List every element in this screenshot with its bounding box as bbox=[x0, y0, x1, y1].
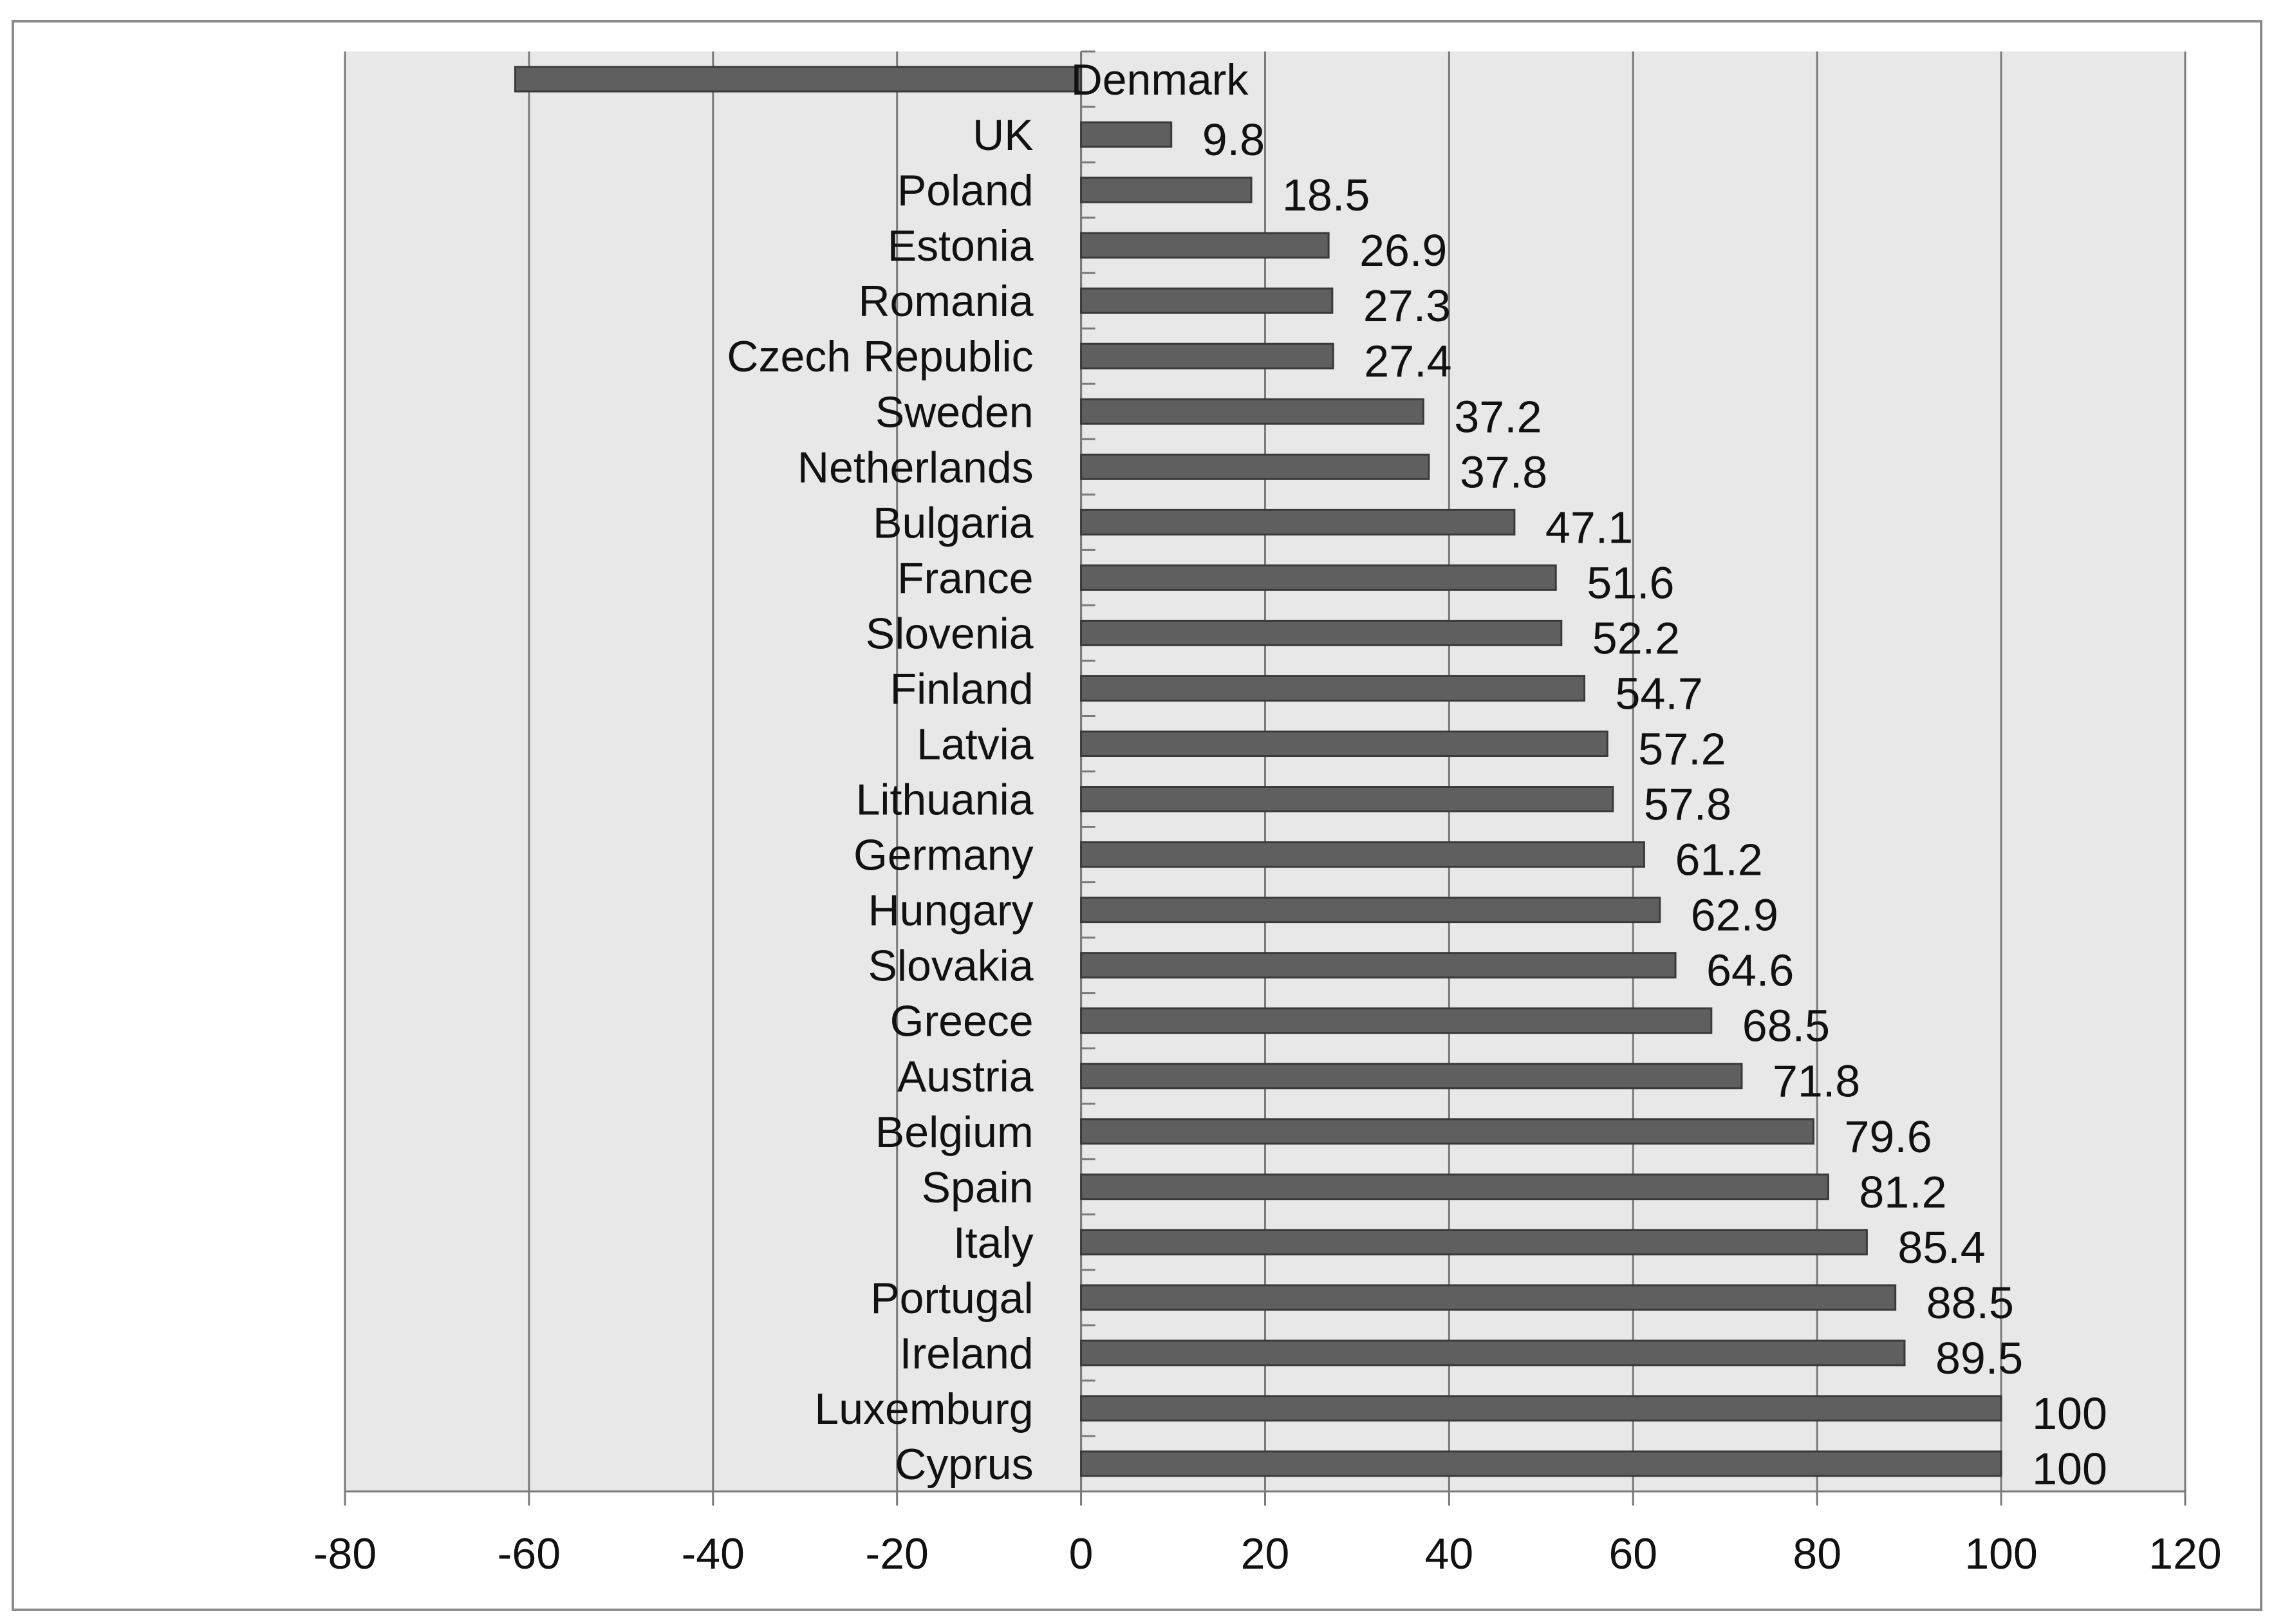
x-tick-label: 20 bbox=[1241, 1529, 1290, 1578]
category-label: Slovakia bbox=[868, 942, 1034, 991]
data-label: 54.7 bbox=[1616, 668, 1703, 718]
bar-uk bbox=[1080, 121, 1173, 148]
bar-romania bbox=[1080, 287, 1334, 314]
data-label: 89.5 bbox=[1935, 1333, 2023, 1383]
bar-estonia bbox=[1080, 232, 1330, 259]
bar-slovenia bbox=[1080, 619, 1563, 646]
data-label: 100 bbox=[2032, 1388, 2107, 1439]
category-label: Sweden bbox=[875, 387, 1034, 436]
category-label: Ireland bbox=[900, 1329, 1034, 1378]
bar-bulgaria bbox=[1080, 509, 1516, 536]
data-label: 57.8 bbox=[1644, 779, 1731, 830]
data-label: 81.2 bbox=[1859, 1167, 1946, 1217]
x-tick-label: 60 bbox=[1608, 1529, 1657, 1578]
data-label: 37.8 bbox=[1460, 447, 1547, 497]
data-label: 27.3 bbox=[1363, 281, 1451, 331]
bar-latvia bbox=[1080, 730, 1608, 757]
data-label: 100 bbox=[2032, 1444, 2107, 1494]
data-label: 64.6 bbox=[1706, 946, 1794, 996]
x-tick-label: -60 bbox=[498, 1529, 561, 1578]
data-label: 26.9 bbox=[1359, 225, 1447, 275]
category-label: Hungary bbox=[868, 886, 1034, 935]
category-label: Czech Republic bbox=[727, 332, 1033, 381]
category-label: Romania bbox=[858, 277, 1033, 326]
bar-poland bbox=[1080, 176, 1253, 203]
category-label: France bbox=[897, 554, 1034, 602]
x-tick-label: -80 bbox=[313, 1529, 377, 1578]
x-tick-label: 120 bbox=[2148, 1529, 2221, 1578]
category-label: Spain bbox=[922, 1163, 1034, 1212]
bar-austria bbox=[1080, 1063, 1743, 1090]
category-label: Poland bbox=[897, 166, 1034, 215]
value-labels: 9.818.526.927.327.437.237.847.151.652.25… bbox=[1202, 115, 2107, 1494]
bar-netherlands bbox=[1080, 453, 1430, 480]
category-label: Germany bbox=[853, 831, 1034, 880]
category-label: Belgium bbox=[875, 1108, 1034, 1157]
category-labels: Denmark UK Poland Estonia Romania Czech Repub… bbox=[727, 55, 1249, 1489]
data-label: 68.5 bbox=[1742, 1001, 1830, 1051]
bar-france bbox=[1080, 564, 1557, 591]
bar-portugal bbox=[1080, 1284, 1897, 1311]
category-label: Luxemburg bbox=[814, 1385, 1033, 1433]
data-label: 27.4 bbox=[1364, 336, 1451, 386]
bar-finland bbox=[1080, 675, 1586, 702]
bar-lithuania bbox=[1080, 786, 1614, 813]
bar-sweden bbox=[1080, 398, 1424, 425]
bar-spain bbox=[1080, 1173, 1829, 1200]
data-label: 57.2 bbox=[1638, 723, 1726, 774]
bar-luxemburg bbox=[1080, 1395, 2002, 1422]
x-tick-labels: -80 -60 -40 -20 0 20 40 60 80 100 120 bbox=[313, 1529, 2222, 1578]
data-label: 37.2 bbox=[1454, 391, 1542, 442]
data-label: 85.4 bbox=[1897, 1222, 1985, 1273]
x-tick-label: 0 bbox=[1069, 1529, 1094, 1578]
bar-germany bbox=[1080, 841, 1645, 868]
data-label: 47.1 bbox=[1545, 502, 1633, 552]
data-label: 52.2 bbox=[1592, 613, 1680, 663]
category-label: Estonia bbox=[888, 221, 1034, 270]
x-tick-label: 40 bbox=[1425, 1529, 1474, 1578]
data-label: 18.5 bbox=[1282, 170, 1370, 220]
bar-belgium bbox=[1080, 1118, 1814, 1145]
bar-slovakia bbox=[1080, 952, 1677, 979]
data-label: 62.9 bbox=[1691, 890, 1778, 940]
category-label: Portugal bbox=[870, 1274, 1033, 1323]
category-label: Italy bbox=[953, 1218, 1034, 1267]
category-label: Cyprus bbox=[895, 1440, 1033, 1489]
bar-denmark bbox=[514, 66, 1083, 93]
category-label: Austria bbox=[897, 1052, 1034, 1101]
category-label: Denmark bbox=[1071, 55, 1249, 104]
x-tick-label: -40 bbox=[682, 1529, 745, 1578]
category-label: Latvia bbox=[917, 720, 1034, 769]
data-label: 88.5 bbox=[1926, 1278, 2014, 1328]
bar-greece bbox=[1080, 1007, 1713, 1034]
bar-hungary bbox=[1080, 897, 1661, 924]
category-label: UK bbox=[973, 111, 1033, 160]
category-label: Lithuania bbox=[856, 776, 1034, 825]
category-label: Finland bbox=[890, 664, 1034, 713]
data-label: 71.8 bbox=[1773, 1056, 1860, 1106]
bar-italy bbox=[1080, 1229, 1868, 1256]
x-tick-label: -20 bbox=[866, 1529, 929, 1578]
x-tick-label: 80 bbox=[1793, 1529, 1841, 1578]
bars bbox=[514, 66, 2002, 1477]
category-label: Bulgaria bbox=[873, 498, 1034, 547]
x-tick-label: 100 bbox=[1964, 1529, 2037, 1578]
category-label: Slovenia bbox=[866, 609, 1034, 658]
data-label: 79.6 bbox=[1844, 1112, 1932, 1162]
data-label: 61.2 bbox=[1675, 835, 1762, 885]
bar-ireland bbox=[1080, 1339, 1906, 1367]
category-label: Greece bbox=[890, 997, 1034, 1046]
bar-cyprus bbox=[1080, 1450, 2002, 1477]
category-label: Netherlands bbox=[797, 443, 1034, 492]
data-label: 51.6 bbox=[1587, 557, 1674, 608]
data-label: 9.8 bbox=[1202, 115, 1265, 165]
bar-czech-republic bbox=[1080, 342, 1334, 369]
